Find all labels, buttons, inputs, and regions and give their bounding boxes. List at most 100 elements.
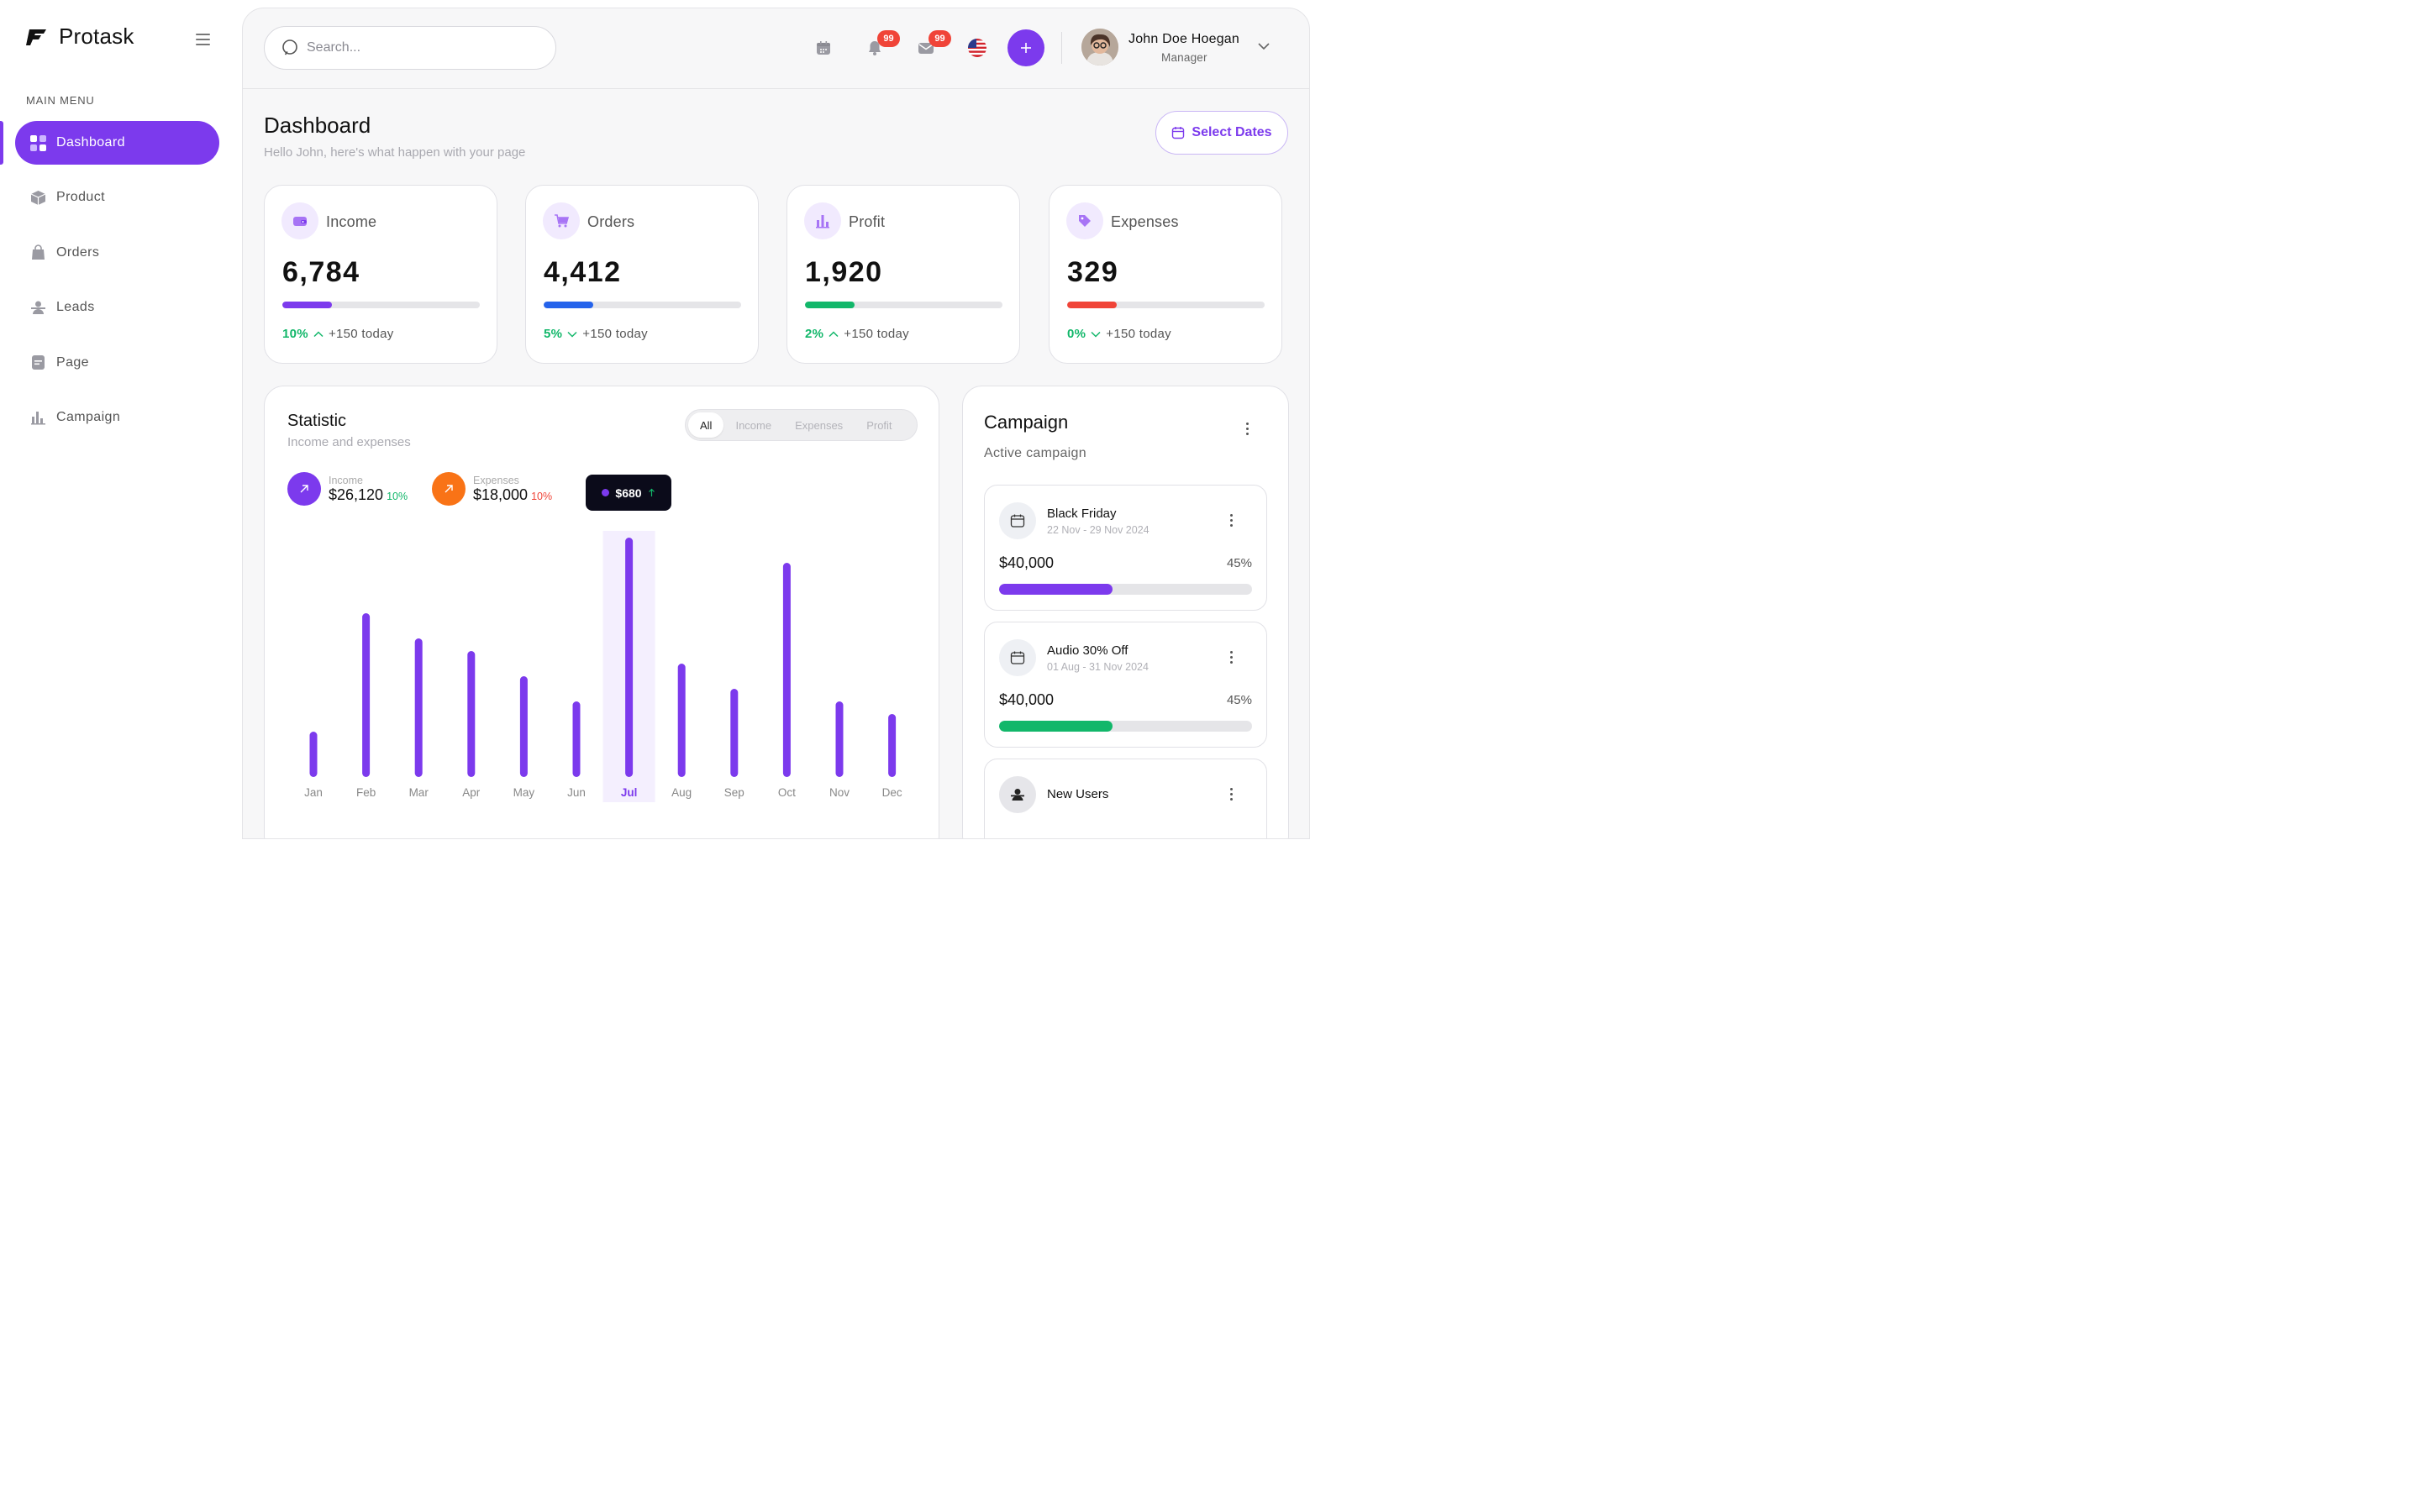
campaign-progress-fill xyxy=(999,584,1113,595)
page-icon xyxy=(30,354,46,370)
tab-profit[interactable]: Profit xyxy=(866,418,892,432)
topbar: 99 99 John Doe Hoegan Manager xyxy=(243,8,1309,89)
stat-footer: 10% +150 today xyxy=(282,327,394,341)
expenses-label: Expenses xyxy=(473,474,519,486)
stat-percent: 5% xyxy=(544,327,563,341)
arrow-up-right-icon xyxy=(432,472,466,506)
page-title: Dashboard xyxy=(264,113,371,138)
expenses-percent: 10% xyxy=(531,490,553,502)
chevron-up-icon xyxy=(829,330,839,337)
x-tick-label: Aug xyxy=(671,786,692,799)
chart-bar-oct[interactable] xyxy=(782,563,791,777)
chart-bar-jan[interactable] xyxy=(309,732,318,777)
more-options-icon[interactable] xyxy=(1223,648,1239,665)
stat-progress xyxy=(805,302,1002,308)
chart-bar-aug[interactable] xyxy=(677,664,686,777)
more-options-icon[interactable] xyxy=(1239,420,1255,437)
tab-expenses[interactable]: Expenses xyxy=(795,418,844,432)
brand[interactable]: Protask xyxy=(25,24,134,50)
message-badge: 99 xyxy=(929,30,951,47)
chart-bar-dec[interactable] xyxy=(888,714,897,777)
campaign-card: Campaign Active campaign Black Friday 22… xyxy=(962,386,1289,838)
dot-icon xyxy=(602,489,610,496)
box-icon xyxy=(30,190,46,206)
stat-label: Income xyxy=(326,213,377,230)
add-button[interactable] xyxy=(1007,29,1044,66)
sidebar-item-label: Page xyxy=(56,354,89,370)
stat-percent: 2% xyxy=(805,327,824,341)
us-flag-icon[interactable] xyxy=(968,39,986,57)
chart-bar-jul[interactable] xyxy=(625,538,634,777)
campaign-percent: 45% xyxy=(1226,556,1252,570)
x-tick-label: Jul xyxy=(621,786,638,799)
income-summary: Income $26,120 10% xyxy=(287,472,408,506)
sidebar-item-orders[interactable]: Orders xyxy=(0,231,242,275)
users-icon xyxy=(30,300,46,316)
stat-percent: 0% xyxy=(1067,327,1086,341)
search-icon xyxy=(282,39,297,55)
x-tick-label: Apr xyxy=(462,786,481,799)
search-input[interactable] xyxy=(307,40,525,55)
calendar-icon[interactable] xyxy=(814,39,833,57)
avatar[interactable] xyxy=(1081,29,1118,66)
chart-bar-mar[interactable] xyxy=(414,638,423,777)
chevron-up-icon xyxy=(313,330,324,337)
chevron-down-icon xyxy=(1091,331,1101,338)
campaign-amount: $40,000 xyxy=(999,691,1055,708)
sidebar-item-leads[interactable]: Leads xyxy=(0,286,242,329)
user-name[interactable]: John Doe Hoegan xyxy=(1128,32,1239,46)
sidebar-item-product[interactable]: Product xyxy=(0,176,242,219)
chart-bar-nov[interactable] xyxy=(835,701,844,777)
chart-bar-feb[interactable] xyxy=(362,613,371,777)
bag-icon xyxy=(30,244,46,260)
income-label: Income xyxy=(329,474,363,486)
more-options-icon[interactable] xyxy=(1223,512,1239,528)
chevron-down-icon[interactable] xyxy=(1258,42,1270,50)
bar-chart-icon xyxy=(30,409,46,425)
wallet-icon xyxy=(281,202,318,239)
select-dates-button[interactable]: Select Dates xyxy=(1155,111,1288,155)
stat-card-orders: Orders 4,412 5% +150 today xyxy=(525,185,759,364)
stat-card-profit: Profit 1,920 2% +150 today xyxy=(786,185,1020,364)
mail-icon[interactable]: 99 xyxy=(917,30,951,57)
calendar-icon xyxy=(999,639,1036,676)
more-options-icon[interactable] xyxy=(1223,785,1239,802)
page-subtitle: Hello John, here's what happen with your… xyxy=(264,145,526,160)
stat-card-income: Income 6,784 10% +150 today xyxy=(264,185,497,364)
stat-today: +150 today xyxy=(582,327,648,341)
x-tick-label: Oct xyxy=(778,786,796,799)
x-tick-label: Sep xyxy=(724,786,744,799)
menu-toggle-icon[interactable] xyxy=(196,34,210,45)
bell-icon[interactable]: 99 xyxy=(865,30,900,57)
campaign-item-new-users[interactable]: New Users xyxy=(984,759,1267,838)
arrow-up-right-icon xyxy=(287,472,321,506)
chart-bar-may[interactable] xyxy=(519,676,528,777)
search-box[interactable] xyxy=(264,26,556,70)
tab-income[interactable]: Income xyxy=(735,418,772,432)
divider xyxy=(1061,32,1062,64)
statistic-card: Jan Feb Mar Apr May Jun Jul Aug Sep Oct Nov Dec Sta… xyxy=(264,386,939,838)
tab-all[interactable]: All xyxy=(688,412,724,438)
chart-bar-apr[interactable] xyxy=(467,651,476,777)
chart-icon xyxy=(804,202,841,239)
sidebar-item-dashboard[interactable]: Dashboard xyxy=(0,121,219,165)
stat-progress xyxy=(544,302,741,308)
expenses-summary: Expenses $18,000 10% xyxy=(432,472,552,506)
sidebar-item-page[interactable]: Page xyxy=(0,341,242,385)
sidebar-item-campaign[interactable]: Campaign xyxy=(0,396,242,439)
stat-footer: 0% +150 today xyxy=(1067,327,1171,341)
chart-bar-sep[interactable] xyxy=(730,689,739,777)
chart-bar-jun[interactable] xyxy=(572,701,581,777)
campaign-progress xyxy=(999,721,1252,732)
menu-heading: MAIN MENU xyxy=(26,94,95,107)
x-tick-label: Dec xyxy=(882,786,902,799)
sidebar: Protask MAIN MENU Dashboard Product Orde… xyxy=(0,0,242,823)
campaign-item-black-friday[interactable]: Black Friday 22 Nov - 29 Nov 2024 $40,00… xyxy=(984,485,1267,611)
user-role: Manager xyxy=(1161,51,1207,64)
stat-value: 329 xyxy=(1067,256,1119,288)
campaign-item-audio[interactable]: Audio 30% Off 01 Aug - 31 Nov 2024 $40,0… xyxy=(984,622,1267,748)
stat-label: Profit xyxy=(849,213,886,230)
campaign-name: Black Friday xyxy=(1047,507,1117,521)
x-tick-label: Jun xyxy=(567,786,586,799)
campaign-subtitle: Active campaign xyxy=(984,446,1086,460)
